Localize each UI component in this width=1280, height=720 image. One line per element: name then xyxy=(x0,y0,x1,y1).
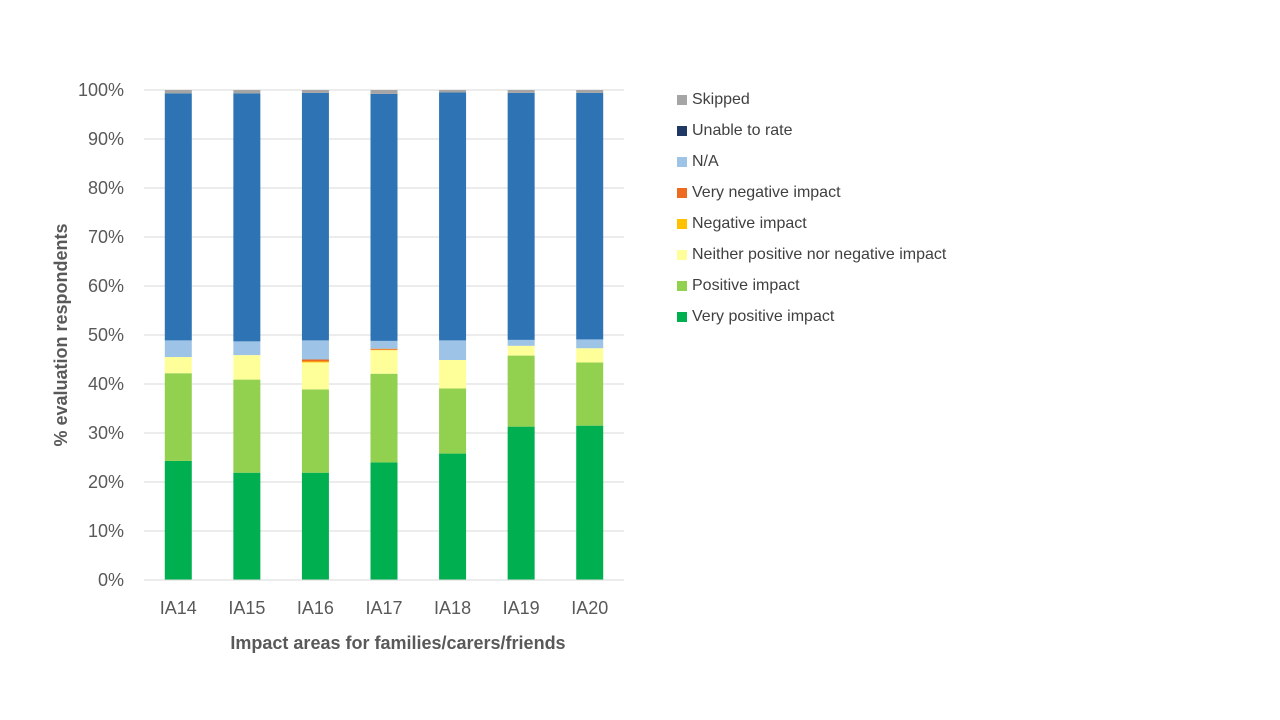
bar-segment xyxy=(301,340,329,360)
bar-segment xyxy=(301,362,329,390)
legend-swatch xyxy=(677,280,687,291)
legend-label: Skipped xyxy=(692,90,750,108)
legend-item: Very positive impact xyxy=(677,301,946,332)
bar-segment xyxy=(164,93,192,341)
bar-segment xyxy=(164,460,192,580)
bar-segment xyxy=(164,357,192,374)
legend-label: N/A xyxy=(692,152,719,170)
bar-segment xyxy=(507,339,535,346)
legend-item: Very negative impact xyxy=(677,177,946,208)
y-tick-label: 80% xyxy=(88,178,124,198)
x-tick-labels: IA14 IA15 IA16 IA17 IA18 IA19 IA20 xyxy=(160,598,608,618)
legend-swatch xyxy=(677,311,687,322)
bar-segment xyxy=(576,90,604,93)
bar-segment xyxy=(233,341,261,356)
bar-segment xyxy=(233,472,261,580)
bar-segment xyxy=(507,345,535,356)
bar-segment xyxy=(301,90,329,93)
legend-label: Unable to rate xyxy=(692,121,793,139)
legend-swatch xyxy=(677,218,687,229)
bar-segment xyxy=(233,90,261,94)
bar-segment xyxy=(576,92,604,340)
bar-segment xyxy=(439,340,467,360)
legend-swatch xyxy=(677,125,687,136)
bar-segment xyxy=(439,92,467,341)
legend-item: Negative impact xyxy=(677,208,946,239)
x-tick-label: IA19 xyxy=(503,598,540,618)
bar-segment xyxy=(233,379,261,473)
legend-item: Unable to rate xyxy=(677,115,946,146)
legend-label: Very negative impact xyxy=(692,183,841,201)
bar-segment xyxy=(370,462,398,580)
bar-segment xyxy=(164,373,192,461)
bar-segment xyxy=(164,90,192,94)
bar-segment xyxy=(576,339,604,349)
bar-segment xyxy=(164,340,192,358)
bar-segment xyxy=(576,348,604,363)
legend: Skipped Unable to rate N/A Very negative im… xyxy=(677,84,946,332)
y-tick-label: 90% xyxy=(88,129,124,149)
bar-segment xyxy=(439,90,467,93)
legend-item: Neither positive nor negative impact xyxy=(677,239,946,270)
x-tick-label: IA14 xyxy=(160,598,197,618)
x-tick-label: IA15 xyxy=(228,598,265,618)
x-axis-title: Impact areas for families/carers/friends xyxy=(230,633,565,653)
y-tick-label: 70% xyxy=(88,227,124,247)
y-tick-label: 10% xyxy=(88,521,124,541)
legend-label: Very positive impact xyxy=(692,307,835,325)
bar-segment xyxy=(439,388,467,454)
bar-segment xyxy=(301,472,329,580)
y-tick-label: 20% xyxy=(88,472,124,492)
legend-item: Positive impact xyxy=(677,270,946,301)
bar-segment xyxy=(233,93,261,342)
y-tick-label: 60% xyxy=(88,276,124,296)
bar-segment xyxy=(439,359,467,389)
bar-segment xyxy=(576,362,604,426)
x-tick-label: IA17 xyxy=(365,598,402,618)
bar-segment xyxy=(370,90,398,94)
y-tick-label: 50% xyxy=(88,325,124,345)
x-tick-label: IA20 xyxy=(571,598,608,618)
bar-segment xyxy=(301,92,329,341)
bar-segment xyxy=(301,389,329,473)
bar-segment xyxy=(370,93,398,341)
bar-segment xyxy=(507,426,535,580)
legend-item: Skipped xyxy=(677,84,946,115)
legend-item: N/A xyxy=(677,146,946,177)
bar-segment xyxy=(301,361,329,363)
bar-segment xyxy=(507,92,535,340)
y-tick-label: 100% xyxy=(78,80,124,100)
y-tick-label: 40% xyxy=(88,374,124,394)
bar-segment xyxy=(439,453,467,580)
legend-swatch xyxy=(677,156,687,167)
bar-segment xyxy=(370,373,398,463)
bar-segment xyxy=(370,340,398,349)
y-tick-label: 30% xyxy=(88,423,124,443)
legend-label: Positive impact xyxy=(692,276,800,294)
bar-segment xyxy=(507,90,535,93)
y-axis-title: % evaluation respondents xyxy=(51,223,71,446)
bar-segment xyxy=(233,355,261,380)
legend-label: Neither positive nor negative impact xyxy=(692,245,947,263)
y-tick-label: 0% xyxy=(98,570,124,590)
legend-swatch xyxy=(677,249,687,260)
bar-segment xyxy=(370,348,398,350)
bar-segment xyxy=(576,425,604,580)
y-tick-labels: 0% 10% 20% 30% 40% 50% 60% 70% 80% 90% 100% xyxy=(78,80,124,590)
x-tick-label: IA16 xyxy=(297,598,334,618)
bar-segment xyxy=(370,350,398,374)
legend-swatch xyxy=(677,187,687,198)
legend-swatch xyxy=(677,94,687,105)
legend-label: Negative impact xyxy=(692,214,807,232)
bar-segment xyxy=(507,355,535,427)
bars xyxy=(164,90,604,580)
x-tick-label: IA18 xyxy=(434,598,471,618)
bar-segment xyxy=(301,359,329,362)
